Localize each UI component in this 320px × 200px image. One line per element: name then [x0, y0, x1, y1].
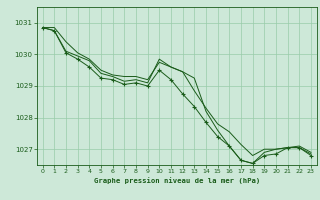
X-axis label: Graphe pression niveau de la mer (hPa): Graphe pression niveau de la mer (hPa)	[94, 177, 260, 184]
